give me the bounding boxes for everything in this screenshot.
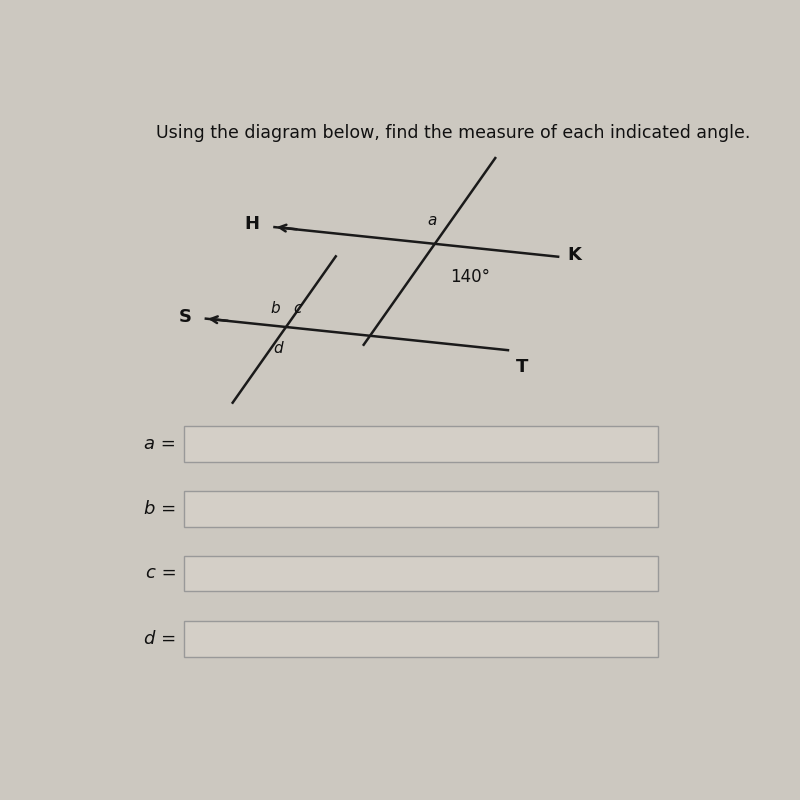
Text: K: K: [567, 246, 582, 264]
FancyBboxPatch shape: [184, 491, 658, 526]
Text: S: S: [179, 308, 192, 326]
Text: d =: d =: [144, 630, 176, 648]
Text: T: T: [515, 358, 528, 375]
Text: Using the diagram below, find the measure of each indicated angle.: Using the diagram below, find the measur…: [156, 124, 750, 142]
FancyBboxPatch shape: [184, 622, 658, 657]
Text: 140°: 140°: [450, 269, 490, 286]
Text: H: H: [244, 215, 259, 233]
Text: d: d: [274, 341, 283, 355]
Text: c: c: [294, 301, 302, 316]
Text: c =: c =: [146, 565, 176, 582]
Text: a =: a =: [144, 435, 176, 453]
Text: b: b: [270, 301, 280, 316]
Text: a: a: [427, 214, 436, 229]
FancyBboxPatch shape: [184, 426, 658, 462]
Text: b =: b =: [144, 500, 176, 518]
FancyBboxPatch shape: [184, 555, 658, 591]
